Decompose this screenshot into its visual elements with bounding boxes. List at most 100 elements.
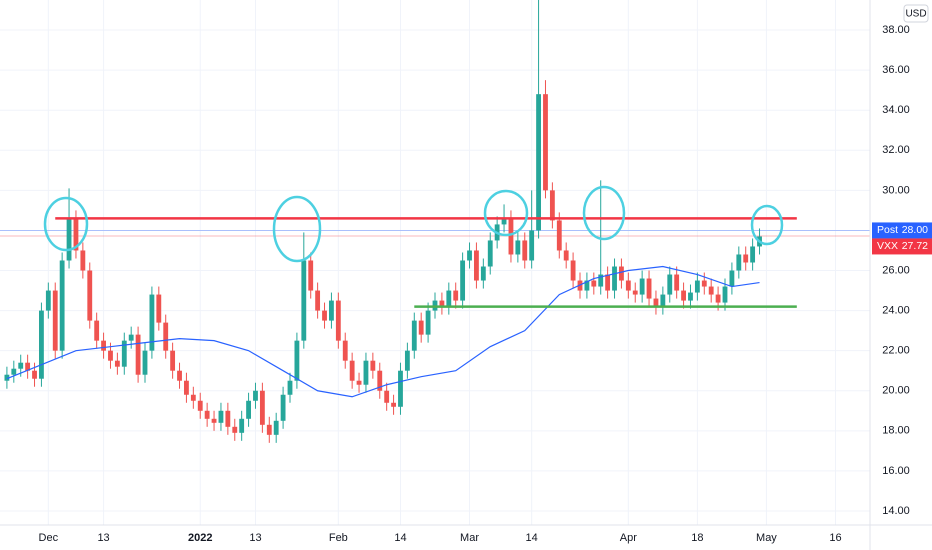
candle-body <box>605 274 611 291</box>
x-tick-label: Apr <box>620 532 637 544</box>
candle-body <box>108 350 113 361</box>
y-tick-label: 38.00 <box>882 24 910 36</box>
x-tick-label: Mar <box>460 532 479 544</box>
candle-body <box>73 218 79 251</box>
x-tick-label: Dec <box>39 532 59 544</box>
candle-body <box>418 320 424 335</box>
price-label-value: 28.00 <box>902 224 928 236</box>
candle-body <box>66 218 72 261</box>
candle-body <box>715 294 721 303</box>
candle-body <box>722 286 728 303</box>
annotation-circle <box>582 185 626 241</box>
candle-body <box>204 410 210 419</box>
candle-body <box>743 254 749 263</box>
candle-body <box>480 266 486 281</box>
candle-body <box>170 350 176 371</box>
candle-body <box>384 390 390 403</box>
candle-body <box>356 380 362 385</box>
candle-body <box>322 310 327 321</box>
candle-body <box>425 310 431 335</box>
grid <box>0 0 870 525</box>
candle-body <box>101 340 106 351</box>
candle-body <box>225 410 231 427</box>
candle-body <box>460 260 466 301</box>
candle-body <box>453 290 459 301</box>
candle-body <box>515 240 521 255</box>
candle-body <box>549 190 555 221</box>
candle-body <box>619 266 624 281</box>
x-tick-label: 14 <box>526 532 538 544</box>
candle-body <box>639 278 645 295</box>
candle-body <box>342 340 348 361</box>
candle-body <box>280 394 286 421</box>
candle-body <box>529 230 535 261</box>
candle-body <box>598 274 604 287</box>
moving-average <box>6 265 760 398</box>
candle-body <box>667 274 673 295</box>
candle-body <box>246 400 251 419</box>
x-tick-label: 14 <box>394 532 406 544</box>
candle-body <box>232 426 238 433</box>
candle-body <box>177 370 182 381</box>
candle-body <box>25 362 31 371</box>
candle-body <box>142 350 148 375</box>
y-tick-label: 22.00 <box>882 345 910 357</box>
candle-body <box>114 360 120 367</box>
price-label-value: 27.72 <box>902 240 928 252</box>
candle-body <box>563 250 569 261</box>
candle-body <box>370 360 376 371</box>
x-tick-label: Feb <box>329 532 348 544</box>
candle-body <box>32 370 37 379</box>
candle-body <box>501 218 507 225</box>
candle-body <box>508 218 514 255</box>
candle-body <box>660 294 666 307</box>
candle-body <box>487 240 493 267</box>
y-tick-label: 26.00 <box>882 264 910 276</box>
candle-body <box>701 280 707 287</box>
candle-body <box>197 400 203 411</box>
axes: 14.00 16.00 18.00 20.00 22.00 24.00 26.00 28.00… <box>39 24 932 544</box>
candle-body <box>94 320 100 341</box>
candle-body <box>708 286 714 295</box>
candle-body <box>184 380 189 395</box>
candle-body <box>11 368 17 375</box>
currency: USD <box>905 9 926 20</box>
candle-body <box>522 240 528 261</box>
candle-body <box>18 362 24 369</box>
candle-body <box>363 360 369 385</box>
candle-body <box>439 300 445 307</box>
candle-body <box>750 246 756 263</box>
x-tick-label: 16 <box>829 532 841 544</box>
candle-body <box>149 294 155 351</box>
candle-body <box>239 418 245 433</box>
candle-body <box>398 370 403 407</box>
candle-body <box>39 310 44 379</box>
currency-box[interactable] <box>903 4 929 23</box>
candle-body <box>211 418 217 423</box>
candle-body <box>308 260 314 291</box>
price-label-box <box>872 238 932 255</box>
candle-body <box>128 334 134 341</box>
candle-body <box>287 380 293 395</box>
y-tick-label: 36.00 <box>882 64 910 76</box>
x-tick-label: 13 <box>249 532 261 544</box>
candle-body <box>87 270 93 321</box>
candle-body <box>612 266 617 291</box>
candle-body <box>329 300 334 321</box>
candle-body <box>135 334 141 375</box>
x-tick-label: May <box>756 532 777 544</box>
annotation-circle <box>750 204 784 246</box>
candle-body <box>315 290 321 311</box>
candle-body <box>266 424 272 435</box>
candle-body <box>591 280 597 287</box>
candle-body <box>570 260 576 281</box>
candle-body <box>294 340 300 381</box>
candle-body <box>301 260 307 341</box>
candle-body <box>259 390 265 425</box>
candle-body <box>163 322 169 351</box>
x-tick-label: 2022 <box>188 532 212 544</box>
candle-body <box>446 290 452 307</box>
candle-body <box>59 260 65 351</box>
candle-body <box>80 250 86 271</box>
